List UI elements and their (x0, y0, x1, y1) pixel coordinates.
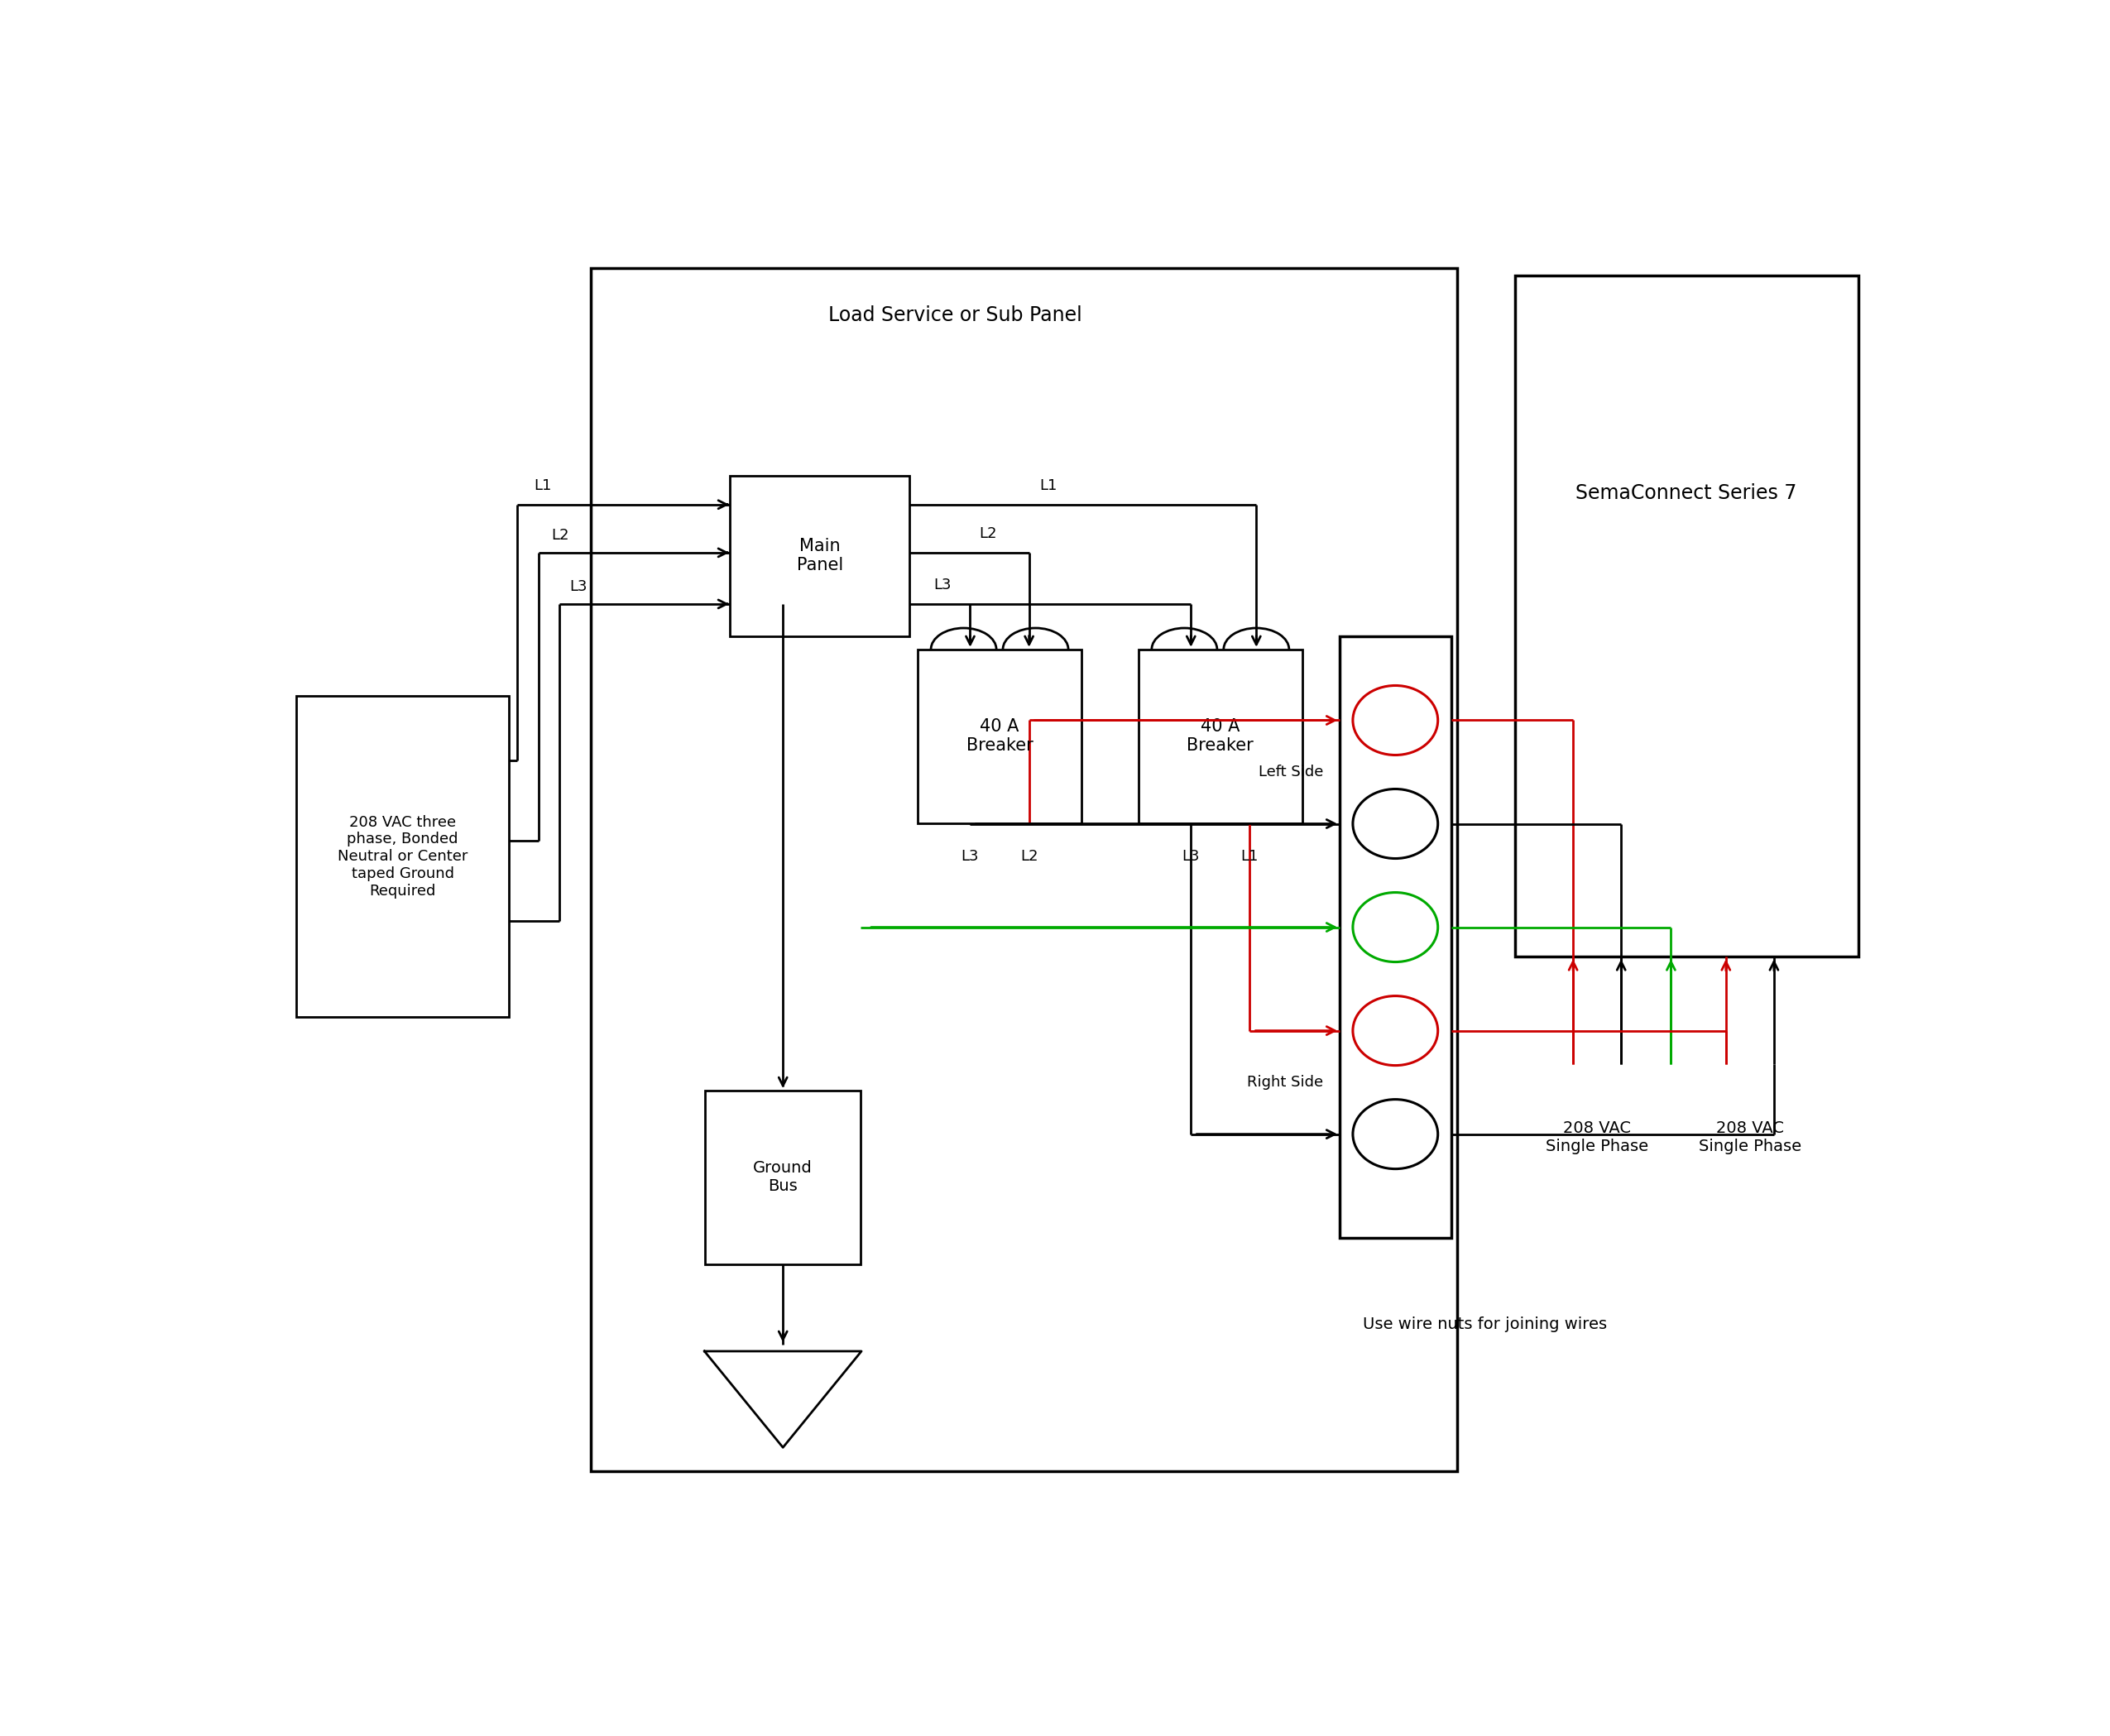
Text: Ground
Bus: Ground Bus (753, 1160, 812, 1194)
Text: L2: L2 (551, 528, 570, 543)
Text: Left Side: Left Side (1258, 764, 1323, 779)
Bar (1340, 635, 1452, 1238)
Text: Right Side: Right Side (1247, 1075, 1323, 1090)
Text: 208 VAC
Single Phase: 208 VAC Single Phase (1699, 1120, 1802, 1154)
Text: Load Service or Sub Panel: Load Service or Sub Panel (827, 306, 1082, 325)
Text: L2: L2 (979, 526, 998, 542)
Text: Use wire nuts for joining wires: Use wire nuts for joining wires (1363, 1316, 1608, 1332)
Bar (1139, 649, 1302, 823)
Text: SemaConnect Series 7: SemaConnect Series 7 (1576, 483, 1798, 503)
Text: L1: L1 (534, 479, 551, 493)
Bar (295, 696, 509, 1017)
Bar (1515, 274, 1859, 957)
Text: 208 VAC
Single Phase: 208 VAC Single Phase (1547, 1120, 1648, 1154)
Text: L1: L1 (1040, 479, 1057, 493)
Text: Main
Panel: Main Panel (795, 538, 844, 573)
Bar (918, 649, 1080, 823)
Text: 40 A
Breaker: 40 A Breaker (1188, 719, 1253, 753)
Bar (730, 476, 909, 635)
Bar (705, 1090, 861, 1264)
Text: L1: L1 (1241, 849, 1260, 865)
Text: L3: L3 (1182, 849, 1201, 865)
Bar (591, 269, 1458, 1472)
Text: L3: L3 (962, 849, 979, 865)
Text: 40 A
Breaker: 40 A Breaker (966, 719, 1034, 753)
Text: L3: L3 (933, 578, 952, 592)
Text: 208 VAC three
phase, Bonded
Neutral or Center
taped Ground
Required: 208 VAC three phase, Bonded Neutral or C… (338, 814, 468, 899)
Text: L2: L2 (1019, 849, 1038, 865)
Text: L3: L3 (570, 580, 587, 594)
